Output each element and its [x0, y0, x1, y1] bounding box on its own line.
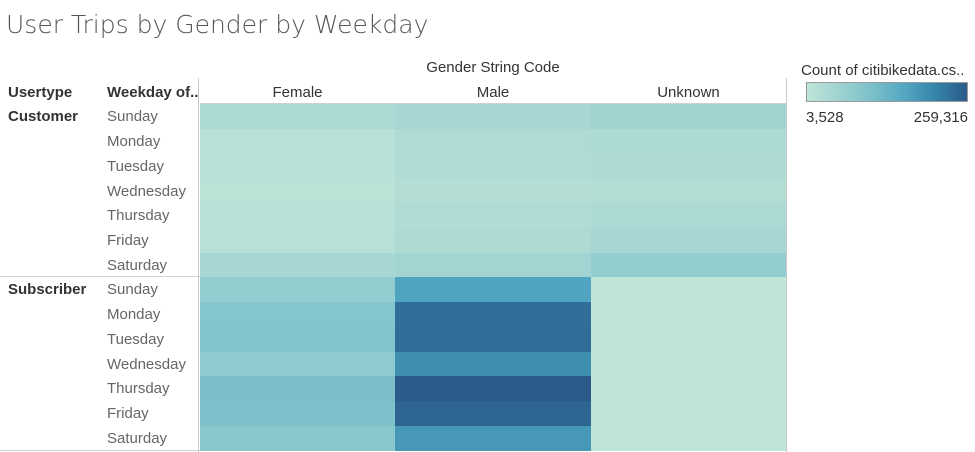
weekday-label: Wednesday — [107, 182, 186, 200]
weekday-label: Thursday — [107, 207, 170, 225]
heatmap-cell-female[interactable] — [200, 327, 395, 352]
heatmap-cell-unknown[interactable] — [591, 352, 786, 376]
heatmap-cell-male[interactable] — [395, 253, 591, 278]
column-group-label: Gender String Code — [426, 59, 560, 76]
heatmap-cell-unknown[interactable] — [591, 401, 786, 426]
column-header-male[interactable]: Male — [476, 84, 510, 101]
heatmap-cell-unknown[interactable] — [591, 154, 786, 179]
heatmap-cell-male[interactable] — [395, 277, 591, 302]
weekday-label: Sunday — [107, 108, 158, 125]
heatmap-cell-female[interactable] — [200, 179, 395, 203]
heatmap-cell-male[interactable] — [395, 203, 591, 228]
weekday-label: Friday — [107, 405, 149, 423]
legend-color-ramp — [806, 82, 968, 102]
weekday-label: Tuesday — [107, 157, 164, 175]
weekday-label: Saturday — [107, 257, 168, 275]
heatmap-cell-female[interactable] — [200, 401, 395, 426]
heatmap-cell-male[interactable] — [395, 327, 591, 352]
heatmap-cell-female[interactable] — [200, 277, 395, 302]
weekday-label: Friday — [107, 232, 149, 250]
chart-title: User Trips by Gender by Weekday — [6, 10, 429, 39]
header-divider — [200, 103, 786, 104]
heatmap-cell-male[interactable] — [395, 401, 591, 426]
usertype-label: Subscriber — [8, 281, 87, 298]
weekday-label: Thursday — [107, 380, 170, 398]
heatmap-cell-male[interactable] — [395, 302, 591, 327]
heatmap-cell-female[interactable] — [200, 426, 395, 451]
heatmap-cell-unknown[interactable] — [591, 129, 786, 154]
weekday-label: Sunday — [107, 281, 158, 298]
weekday-label: Tuesday — [107, 330, 164, 348]
heatmap-cell-unknown[interactable] — [591, 376, 786, 401]
heatmap-cell-unknown[interactable] — [591, 277, 786, 302]
usertype-header[interactable]: Usertype — [8, 84, 73, 101]
legend-title: Count of citibikedata.cs.. — [801, 62, 965, 79]
weekday-label: Monday — [107, 305, 161, 323]
heatmap-cell-female[interactable] — [200, 253, 395, 278]
legend-max-label: 259,316 — [913, 109, 968, 126]
heatmap-cell-unknown[interactable] — [591, 327, 786, 352]
heatmap-cell-male[interactable] — [395, 376, 591, 401]
heatmap-cell-unknown[interactable] — [591, 104, 786, 129]
heatmap-cell-unknown[interactable] — [591, 228, 786, 253]
usertype-label: Customer — [8, 108, 79, 125]
heatmap-cell-female[interactable] — [200, 203, 395, 228]
weekday-label: Wednesday — [107, 355, 186, 373]
weekday-header[interactable]: Weekday of.. — [107, 84, 199, 101]
heatmap-cell-unknown[interactable] — [591, 302, 786, 327]
heatmap-cell-male[interactable] — [395, 129, 591, 154]
heatmap-cell-female[interactable] — [200, 104, 395, 129]
heatmap-cell-female[interactable] — [200, 352, 395, 376]
heatmap-cell-female[interactable] — [200, 302, 395, 327]
right-divider — [786, 78, 787, 452]
heatmap-cell-unknown[interactable] — [591, 179, 786, 203]
heatmap-cell-female[interactable] — [200, 228, 395, 253]
weekday-label: Saturday — [107, 430, 168, 448]
heatmap-cell-female[interactable] — [200, 154, 395, 179]
heatmap-cell-male[interactable] — [395, 228, 591, 253]
heatmap-cell-male[interactable] — [395, 426, 591, 451]
heatmap-cell-female[interactable] — [200, 129, 395, 154]
heatmap-cell-female[interactable] — [200, 376, 395, 401]
left-divider — [198, 78, 199, 452]
heatmap-cell-male[interactable] — [395, 352, 591, 376]
heatmap-cell-male[interactable] — [395, 154, 591, 179]
column-header-female[interactable]: Female — [272, 84, 323, 101]
column-header-unknown[interactable]: Unknown — [657, 84, 720, 101]
heatmap-cell-unknown[interactable] — [591, 426, 786, 451]
legend-min-label: 3,528 — [806, 109, 844, 126]
heatmap-cell-male[interactable] — [395, 104, 591, 129]
heatmap-cell-unknown[interactable] — [591, 253, 786, 278]
heatmap-cell-unknown[interactable] — [591, 203, 786, 228]
weekday-label: Monday — [107, 132, 161, 150]
heatmap-cell-male[interactable] — [395, 179, 591, 203]
